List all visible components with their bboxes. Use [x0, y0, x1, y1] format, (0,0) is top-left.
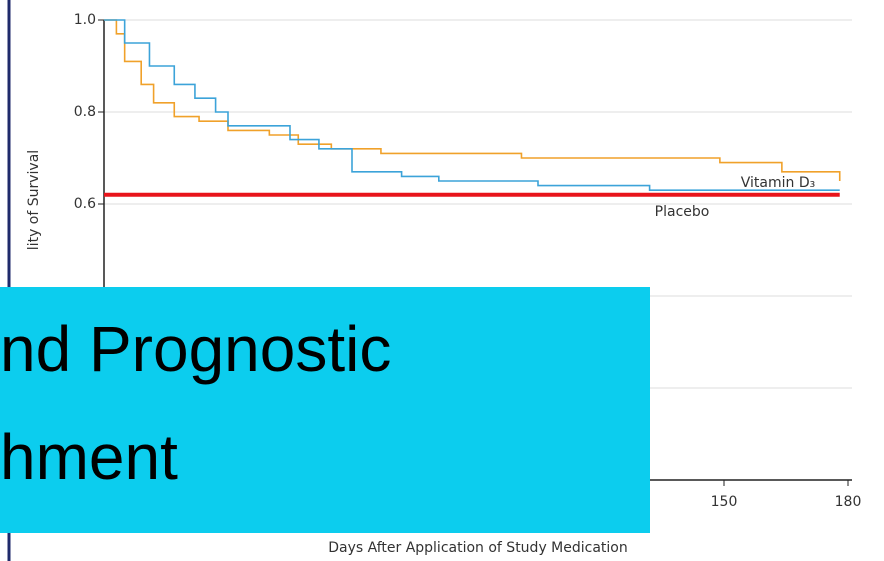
y-tick-label: 1.0: [74, 12, 96, 28]
y-tick-label: 0.6: [74, 196, 96, 212]
x-tick-label: 150: [711, 494, 738, 510]
x-axis-label: Days After Application of Study Medicati…: [328, 540, 628, 556]
x-tick-label: 180: [835, 494, 862, 510]
survival-curve: [104, 19, 841, 181]
overlay-box: nd Prognostic hment: [0, 287, 650, 533]
y-axis-label: lity of Survival: [26, 150, 42, 250]
series-label: Placebo: [655, 204, 710, 220]
overlay-text: hment: [0, 421, 178, 493]
survival-curve: [104, 19, 840, 191]
y-tick-label: 0.8: [74, 104, 96, 120]
overlay-text: nd Prognostic: [0, 313, 392, 385]
series-label: Vitamin D₃: [741, 175, 815, 191]
